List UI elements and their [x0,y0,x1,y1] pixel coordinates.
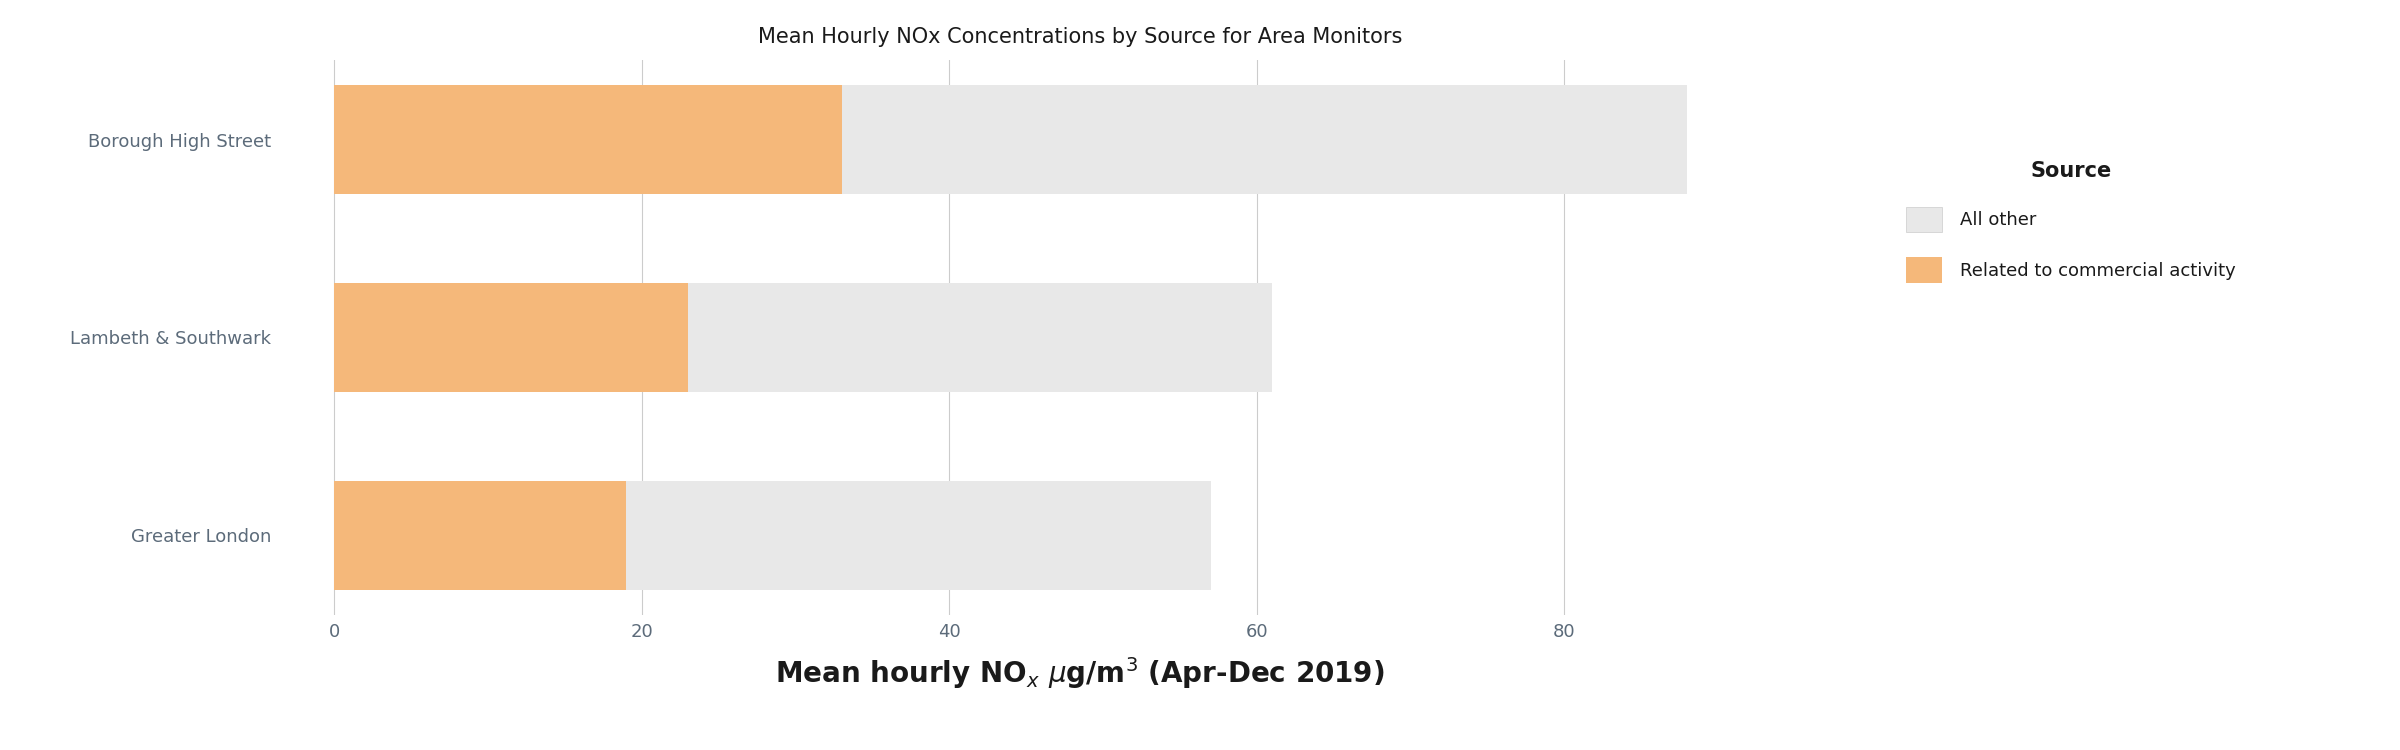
Bar [334,86,1687,194]
Bar [334,283,1272,392]
Bar [334,283,689,392]
Legend: All other, Related to commercial activity: All other, Related to commercial activit… [1896,152,2244,292]
Bar [334,481,626,590]
X-axis label: Mean hourly NO$_x$ $\mu$g/m$^3$ (Apr-Dec 2019): Mean hourly NO$_x$ $\mu$g/m$^3$ (Apr-Dec… [775,656,1385,691]
Bar [334,481,1210,590]
Title: Mean Hourly NOx Concentrations by Source for Area Monitors: Mean Hourly NOx Concentrations by Source… [758,27,1402,47]
Bar [334,86,842,194]
